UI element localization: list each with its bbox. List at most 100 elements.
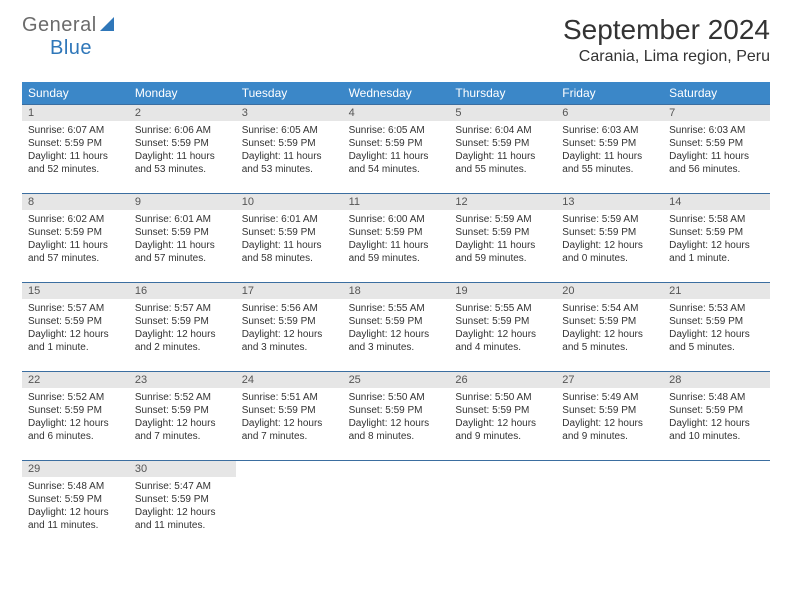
day-number: 18 [343, 283, 450, 299]
sunset-line: Sunset: 5:59 PM [562, 137, 657, 150]
sunrise-line: Sunrise: 6:03 AM [562, 124, 657, 137]
day-number: 30 [129, 461, 236, 477]
daylight-line: Daylight: 11 hours and 57 minutes. [135, 239, 230, 265]
day-details: Sunrise: 6:03 AMSunset: 5:59 PMDaylight:… [556, 121, 663, 176]
day-number: 28 [663, 372, 770, 388]
sunrise-line: Sunrise: 5:49 AM [562, 391, 657, 404]
calendar-day-cell: 14Sunrise: 5:58 AMSunset: 5:59 PMDayligh… [663, 194, 770, 282]
daylight-line: Daylight: 12 hours and 9 minutes. [455, 417, 550, 443]
sunset-line: Sunset: 5:59 PM [28, 493, 123, 506]
calendar-day-cell: 30Sunrise: 5:47 AMSunset: 5:59 PMDayligh… [129, 461, 236, 549]
day-number: 16 [129, 283, 236, 299]
calendar-week-row: 29Sunrise: 5:48 AMSunset: 5:59 PMDayligh… [22, 460, 770, 549]
sunrise-line: Sunrise: 5:55 AM [455, 302, 550, 315]
day-details: Sunrise: 6:01 AMSunset: 5:59 PMDaylight:… [129, 210, 236, 265]
sunset-line: Sunset: 5:59 PM [135, 404, 230, 417]
sunrise-line: Sunrise: 6:01 AM [135, 213, 230, 226]
calendar-day-cell: 23Sunrise: 5:52 AMSunset: 5:59 PMDayligh… [129, 372, 236, 460]
day-details: Sunrise: 6:04 AMSunset: 5:59 PMDaylight:… [449, 121, 556, 176]
calendar-day-cell [343, 461, 450, 549]
daylight-line: Daylight: 12 hours and 0 minutes. [562, 239, 657, 265]
day-details: Sunrise: 6:01 AMSunset: 5:59 PMDaylight:… [236, 210, 343, 265]
sunrise-line: Sunrise: 6:07 AM [28, 124, 123, 137]
sunrise-line: Sunrise: 5:50 AM [455, 391, 550, 404]
calendar-day-cell [663, 461, 770, 549]
sunset-line: Sunset: 5:59 PM [669, 315, 764, 328]
day-details: Sunrise: 5:47 AMSunset: 5:59 PMDaylight:… [129, 477, 236, 532]
sunrise-line: Sunrise: 5:48 AM [669, 391, 764, 404]
day-number: 4 [343, 105, 450, 121]
sunset-line: Sunset: 5:59 PM [135, 315, 230, 328]
sunrise-line: Sunrise: 5:56 AM [242, 302, 337, 315]
day-details: Sunrise: 5:58 AMSunset: 5:59 PMDaylight:… [663, 210, 770, 265]
logo-word-blue: Blue [50, 37, 92, 59]
day-details: Sunrise: 5:55 AMSunset: 5:59 PMDaylight:… [449, 299, 556, 354]
calendar-day-cell: 25Sunrise: 5:50 AMSunset: 5:59 PMDayligh… [343, 372, 450, 460]
day-number: 29 [22, 461, 129, 477]
day-of-week-header: Monday [129, 82, 236, 104]
sunset-line: Sunset: 5:59 PM [349, 315, 444, 328]
day-number: 8 [22, 194, 129, 210]
day-number: 14 [663, 194, 770, 210]
sunrise-line: Sunrise: 5:55 AM [349, 302, 444, 315]
sunrise-line: Sunrise: 5:50 AM [349, 391, 444, 404]
day-of-week-header: Sunday [22, 82, 129, 104]
day-details: Sunrise: 6:03 AMSunset: 5:59 PMDaylight:… [663, 121, 770, 176]
day-number: 2 [129, 105, 236, 121]
daylight-line: Daylight: 11 hours and 55 minutes. [455, 150, 550, 176]
daylight-line: Daylight: 12 hours and 1 minute. [28, 328, 123, 354]
sunset-line: Sunset: 5:59 PM [669, 226, 764, 239]
daylight-line: Daylight: 11 hours and 59 minutes. [455, 239, 550, 265]
calendar-week-row: 1Sunrise: 6:07 AMSunset: 5:59 PMDaylight… [22, 104, 770, 193]
day-details: Sunrise: 6:05 AMSunset: 5:59 PMDaylight:… [236, 121, 343, 176]
sunset-line: Sunset: 5:59 PM [242, 404, 337, 417]
day-of-week-row: SundayMondayTuesdayWednesdayThursdayFrid… [22, 82, 770, 104]
day-details: Sunrise: 5:57 AMSunset: 5:59 PMDaylight:… [22, 299, 129, 354]
sunrise-line: Sunrise: 6:01 AM [242, 213, 337, 226]
day-number: 6 [556, 105, 663, 121]
day-number: 25 [343, 372, 450, 388]
sunset-line: Sunset: 5:59 PM [349, 137, 444, 150]
day-number: 12 [449, 194, 556, 210]
daylight-line: Daylight: 11 hours and 58 minutes. [242, 239, 337, 265]
day-number: 26 [449, 372, 556, 388]
day-details: Sunrise: 5:51 AMSunset: 5:59 PMDaylight:… [236, 388, 343, 443]
calendar-day-cell: 22Sunrise: 5:52 AMSunset: 5:59 PMDayligh… [22, 372, 129, 460]
calendar-day-cell: 9Sunrise: 6:01 AMSunset: 5:59 PMDaylight… [129, 194, 236, 282]
sunset-line: Sunset: 5:59 PM [669, 404, 764, 417]
day-number: 10 [236, 194, 343, 210]
sunset-line: Sunset: 5:59 PM [562, 315, 657, 328]
day-details: Sunrise: 6:00 AMSunset: 5:59 PMDaylight:… [343, 210, 450, 265]
location: Carania, Lima region, Peru [563, 48, 770, 66]
daylight-line: Daylight: 12 hours and 2 minutes. [135, 328, 230, 354]
sunset-line: Sunset: 5:59 PM [562, 404, 657, 417]
calendar-day-cell: 17Sunrise: 5:56 AMSunset: 5:59 PMDayligh… [236, 283, 343, 371]
calendar-day-cell: 7Sunrise: 6:03 AMSunset: 5:59 PMDaylight… [663, 105, 770, 193]
day-number: 24 [236, 372, 343, 388]
calendar-day-cell: 19Sunrise: 5:55 AMSunset: 5:59 PMDayligh… [449, 283, 556, 371]
day-details: Sunrise: 5:55 AMSunset: 5:59 PMDaylight:… [343, 299, 450, 354]
day-of-week-header: Wednesday [343, 82, 450, 104]
daylight-line: Daylight: 11 hours and 52 minutes. [28, 150, 123, 176]
calendar: SundayMondayTuesdayWednesdayThursdayFrid… [22, 82, 770, 549]
day-details: Sunrise: 6:06 AMSunset: 5:59 PMDaylight:… [129, 121, 236, 176]
calendar-day-cell: 24Sunrise: 5:51 AMSunset: 5:59 PMDayligh… [236, 372, 343, 460]
calendar-week-row: 15Sunrise: 5:57 AMSunset: 5:59 PMDayligh… [22, 282, 770, 371]
day-number: 5 [449, 105, 556, 121]
daylight-line: Daylight: 11 hours and 54 minutes. [349, 150, 444, 176]
sunrise-line: Sunrise: 6:05 AM [349, 124, 444, 137]
day-number: 11 [343, 194, 450, 210]
calendar-day-cell: 8Sunrise: 6:02 AMSunset: 5:59 PMDaylight… [22, 194, 129, 282]
day-details: Sunrise: 5:57 AMSunset: 5:59 PMDaylight:… [129, 299, 236, 354]
calendar-day-cell: 3Sunrise: 6:05 AMSunset: 5:59 PMDaylight… [236, 105, 343, 193]
daylight-line: Daylight: 12 hours and 11 minutes. [135, 506, 230, 532]
sunset-line: Sunset: 5:59 PM [242, 226, 337, 239]
sunrise-line: Sunrise: 5:59 AM [562, 213, 657, 226]
calendar-day-cell [556, 461, 663, 549]
title-block: September 2024 Carania, Lima region, Per… [563, 14, 770, 66]
sunset-line: Sunset: 5:59 PM [135, 226, 230, 239]
day-details: Sunrise: 5:53 AMSunset: 5:59 PMDaylight:… [663, 299, 770, 354]
calendar-day-cell: 12Sunrise: 5:59 AMSunset: 5:59 PMDayligh… [449, 194, 556, 282]
day-number: 1 [22, 105, 129, 121]
logo-mark-icon [100, 18, 118, 35]
